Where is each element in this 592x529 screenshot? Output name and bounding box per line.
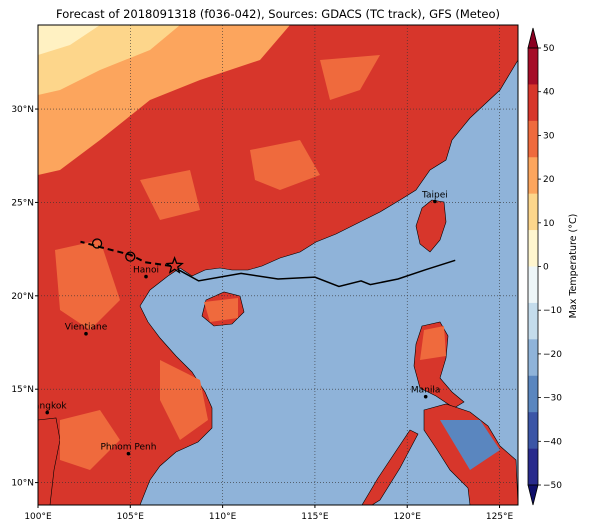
warm-patch [250, 140, 320, 190]
cool-patch-ocean [440, 420, 500, 470]
warm-patch [55, 240, 120, 330]
tc-forecast-track [177, 259, 456, 288]
land-mainland [38, 25, 518, 505]
colorbar-tick-label: −10 [543, 306, 562, 316]
city-markers: Taipei Hanoi Vientiane Manila Bangkok Phnom P… [28, 190, 448, 456]
colorbar-segment [528, 448, 538, 486]
lon-tick-label: 105°E [117, 512, 145, 522]
colorbar-segment [528, 339, 538, 377]
colorbar-segment [528, 120, 538, 158]
colorbar-segment [528, 230, 538, 267]
warm-patch [420, 326, 446, 360]
city-dot [144, 274, 148, 279]
tc-position-star [165, 256, 184, 274]
city-dot [126, 451, 131, 456]
warm-patch [320, 55, 380, 100]
colorbar-tick-label: −40 [543, 437, 562, 447]
city-label: Phnom Penh [100, 443, 156, 453]
lat-tick-label: 15°N [11, 385, 34, 395]
lon-ticks: 100°E 105°E 110°E 115°E 120°E 125°E [24, 505, 514, 522]
colorbar-tick-label: −20 [543, 350, 562, 360]
colorbar-segment [528, 84, 538, 122]
colorbar-segment [528, 412, 538, 449]
map-area: Taipei Hanoi Vientiane Manila Bangkok Phnom P… [28, 25, 518, 505]
colorbar-segment [528, 193, 538, 231]
city-label: Hanoi [133, 266, 159, 276]
map-frame [37, 24, 519, 506]
coolest-region-north [38, 25, 100, 55]
warm-patch [160, 360, 208, 440]
colorbar: −50 −40 −30 −20 −10 0 10 20 30 40 50 [527, 27, 562, 506]
tc-track-circle [91, 238, 103, 249]
land-peninsula [38, 417, 61, 505]
colorbar-segment [528, 266, 538, 304]
tc-dashed-track [80, 240, 172, 267]
colorbar-tick-label: −50 [543, 481, 562, 491]
colorbar-tick-label: 0 [543, 263, 549, 273]
lat-tick-label: 25°N [11, 198, 34, 208]
lat-tick-label: 10°N [11, 479, 34, 489]
city-label: Bangkok [28, 402, 68, 412]
colorbar-tick-label: 50 [543, 44, 555, 54]
colorbar-tick-label: 40 [543, 88, 555, 98]
colorbar-segment [528, 302, 538, 340]
warm-patch [60, 410, 120, 470]
colorbar-segment [528, 48, 538, 85]
colorbar-label: Max Temperature (°C) [568, 214, 579, 319]
colorbar-tick-label: 10 [543, 219, 555, 229]
colorbar-tick-label: 30 [543, 131, 555, 141]
city-dot [433, 199, 437, 204]
city-label: Vientiane [65, 323, 108, 333]
lon-tick-label: 100°E [24, 512, 52, 522]
lon-tick-label: 110°E [209, 512, 237, 522]
lon-tick-label: 115°E [301, 512, 329, 522]
colorbar-tick-label: −30 [543, 394, 562, 404]
colorbar-segment [528, 375, 538, 413]
lat-tick-label: 30°N [11, 105, 34, 115]
city-label: Manila [411, 386, 441, 396]
city-dot [84, 331, 88, 336]
lon-tick-label: 125°E [486, 512, 514, 522]
colorbar-segment [528, 157, 538, 194]
land-palawan [361, 429, 419, 505]
colorbar-max-arrow [527, 27, 539, 49]
tc-track-circle [125, 251, 136, 262]
colorbar-tick-label: 20 [543, 175, 555, 185]
lat-ticks: 10°N 15°N 20°N 25°N 30°N [11, 105, 38, 489]
warm-patch [140, 170, 200, 220]
tc-track-points [91, 238, 136, 262]
temperature-texture [38, 25, 500, 470]
lat-tick-label: 20°N [11, 292, 34, 302]
map-title: Forecast of 2018091318 (f036-042), Sourc… [56, 7, 500, 21]
city-label: Taipei [421, 190, 448, 200]
lon-tick-label: 120°E [394, 512, 422, 522]
colorbar-min-arrow [527, 484, 539, 506]
city-dot [423, 394, 428, 399]
warm-patch [204, 298, 238, 322]
land-taiwan [415, 199, 447, 253]
city-dot [45, 410, 50, 415]
gridlines [38, 25, 518, 505]
